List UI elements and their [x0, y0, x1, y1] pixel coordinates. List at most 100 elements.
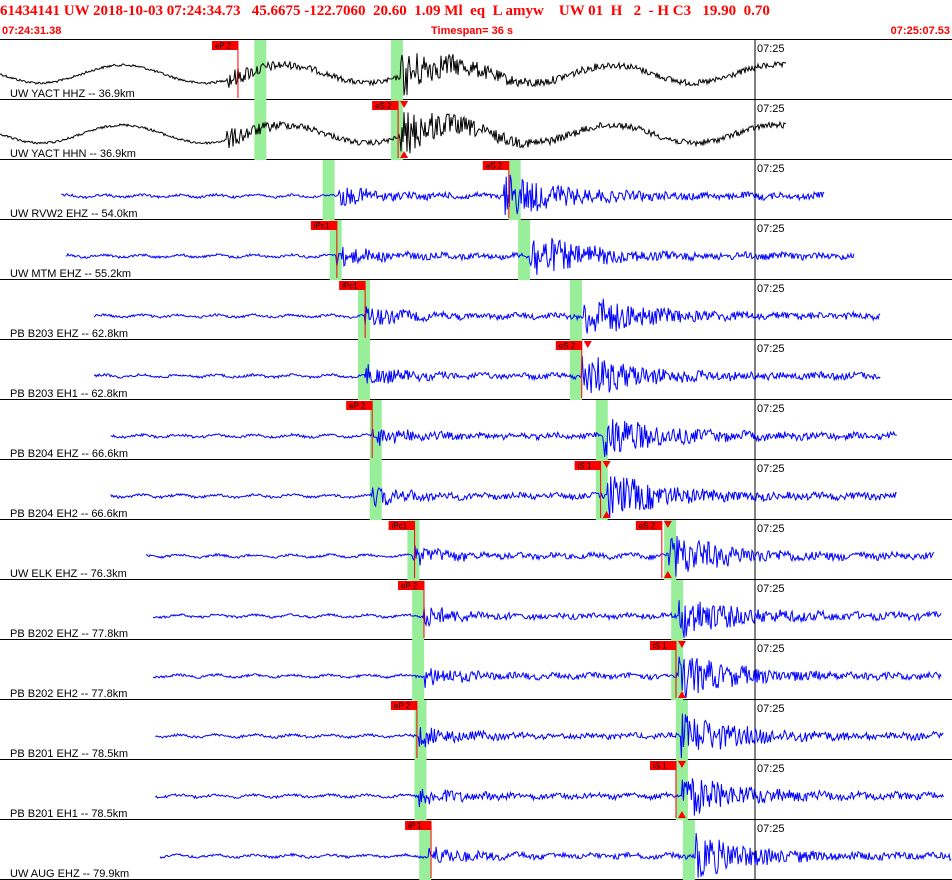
- pick-window: [518, 220, 531, 280]
- minute-tick-label: 07:25: [757, 763, 785, 775]
- pick-triangle-up: [677, 691, 686, 698]
- trace-row: 07:25 eS 2 UW RVW2 EHZ -- 54.0km: [0, 160, 952, 220]
- pick-window: [595, 400, 608, 460]
- pick-window: [569, 340, 582, 400]
- station-label: PB B203 EH1 -- 62.8km: [10, 388, 127, 400]
- minute-tick-label: 07:25: [757, 703, 785, 715]
- station-label: PB B201 EHZ -- 78.5km: [10, 748, 128, 760]
- pick-flag-label: eS 2: [375, 102, 392, 111]
- pick-flag: [372, 101, 399, 110]
- minute-tick-label: 07:25: [757, 583, 785, 595]
- pick-window: [390, 40, 403, 100]
- station-label: PB B204 EHZ -- 66.6km: [10, 448, 128, 460]
- pick-flag-label: iPc1: [314, 222, 330, 231]
- station-label: UW AUG EHZ -- 79.9km: [10, 868, 129, 880]
- minute-tick-label: 07:25: [757, 403, 785, 415]
- trace-row: 07:25 iP 1 UW AUG EHZ -- 79.9km: [0, 820, 952, 880]
- pick-flag-label: eS 2: [639, 522, 656, 531]
- pick-flag-label: eS 2: [486, 162, 503, 171]
- pick-flag: [482, 161, 509, 170]
- pick-flag: [339, 281, 366, 290]
- pick-flag-label: iS 1: [578, 462, 592, 471]
- waveform-trace: [153, 656, 942, 698]
- trace-row: 07:25 eS 2 UW YACT HHN -- 36.9km: [0, 100, 952, 160]
- header-divider: [0, 39, 952, 40]
- pick-window: [595, 460, 608, 520]
- trace-row: 07:25 iS 1 PB B204 EH2 -- 66.6km: [0, 460, 952, 520]
- trace-row: 07:25 iPc1 eS 2 UW ELK EHZ -- 76.3km: [0, 520, 952, 580]
- minute-tick-label: 07:25: [757, 283, 785, 295]
- pick-window: [671, 640, 684, 700]
- waveform-trace: [61, 174, 825, 216]
- trace-row: 07:25 eP 2 UW YACT HHZ -- 36.9km: [0, 40, 952, 100]
- trace-row: 07:25 iS 1 PB B202 EH2 -- 77.8km: [0, 640, 952, 700]
- station-label: UW MTM EHZ -- 55.2km: [10, 268, 131, 280]
- waveform-trace: [155, 713, 944, 759]
- start-time-label: 07:24:31.38: [2, 25, 62, 37]
- station-label: UW YACT HHZ -- 36.9km: [10, 88, 135, 100]
- pick-window: [390, 100, 403, 160]
- timespan-label: Timespan= 36 s: [431, 25, 514, 37]
- pick-flag: [390, 701, 417, 710]
- pick-flag-label: eP 2: [349, 402, 366, 411]
- trace-row: 07:25 eP 2 PB B202 EHZ -- 77.8km: [0, 580, 952, 640]
- event-summary-line: 61434141 UW 2018-10-03 07:24:34.73 45.66…: [0, 3, 770, 19]
- station-label: UW YACT HHN -- 36.9km: [10, 148, 136, 160]
- pick-flag: [649, 761, 676, 770]
- pick-flag-label: iPc1: [392, 522, 408, 531]
- pick-window: [369, 400, 382, 460]
- pick-triangle-down: [677, 641, 686, 648]
- station-label: UW RVW2 EHZ -- 54.0km: [10, 208, 138, 220]
- station-label: PB B203 EHZ -- 62.8km: [10, 328, 128, 340]
- waveform-trace: [0, 53, 787, 96]
- pick-flag: [346, 401, 373, 410]
- pick-window: [412, 580, 425, 640]
- trace-row: 07:25 iPc1 UW MTM EHZ -- 55.2km: [0, 220, 952, 280]
- trace-row: 07:25 eP 2 PB B201 EHZ -- 78.5km: [0, 700, 952, 760]
- pick-window: [569, 280, 582, 340]
- station-label: UW ELK EHZ -- 76.3km: [10, 568, 127, 580]
- station-label: PB B202 EHZ -- 77.8km: [10, 628, 128, 640]
- station-label: PB B202 EH2 -- 77.8km: [10, 688, 127, 700]
- pick-flag-label: iS 1: [653, 762, 667, 771]
- pick-triangle-down: [400, 101, 409, 108]
- pick-flag-label: eP 2: [394, 702, 411, 711]
- pick-triangle-up: [400, 151, 409, 158]
- pick-window: [407, 520, 420, 580]
- trace-row: 07:25 iPc1 PB B203 EHZ -- 62.8km: [0, 280, 952, 340]
- pick-flag: [310, 221, 337, 230]
- minute-tick-label: 07:25: [757, 463, 785, 475]
- pick-flag: [649, 641, 676, 650]
- pick-flag: [388, 521, 415, 530]
- pick-window: [357, 280, 370, 340]
- seismogram-panel: 07:25 eP 2 UW YACT HHZ -- 36.9km 07:25 eS 2 U…: [0, 40, 952, 880]
- pick-triangle-up: [663, 571, 672, 578]
- waveform-trace: [145, 535, 935, 577]
- minute-tick-label: 07:25: [757, 223, 785, 235]
- waveform-trace: [93, 355, 881, 394]
- pick-window: [671, 580, 684, 640]
- pick-window: [329, 220, 342, 280]
- pick-window: [414, 760, 427, 820]
- pick-triangle-up: [602, 511, 611, 518]
- end-time-label: 07:25:07.53: [890, 25, 950, 37]
- pick-flag-label: iP 1: [408, 822, 422, 831]
- pick-flag: [397, 581, 424, 590]
- minute-tick-label: 07:25: [757, 163, 785, 175]
- event-header: 61434141 UW 2018-10-03 07:24:34.73 45.66…: [0, 0, 952, 40]
- pick-triangle-down: [602, 461, 611, 468]
- station-label: PB B204 EH2 -- 66.6km: [10, 508, 127, 520]
- pick-flag-label: iS 1: [653, 642, 667, 651]
- pick-triangle-down: [663, 521, 672, 528]
- station-label: PB B201 EH1 -- 78.5km: [10, 808, 127, 820]
- minute-tick-label: 07:25: [757, 343, 785, 355]
- waveform-trace: [159, 833, 952, 878]
- pick-flag-label: eP 2: [401, 582, 418, 591]
- pick-flag: [211, 41, 238, 50]
- minute-tick-label: 07:25: [757, 523, 785, 535]
- waveform-trace: [152, 600, 942, 638]
- pick-window: [322, 160, 335, 220]
- pick-triangle-down: [677, 761, 686, 768]
- minute-tick-label: 07:25: [757, 103, 785, 115]
- pick-triangle-down: [583, 341, 592, 348]
